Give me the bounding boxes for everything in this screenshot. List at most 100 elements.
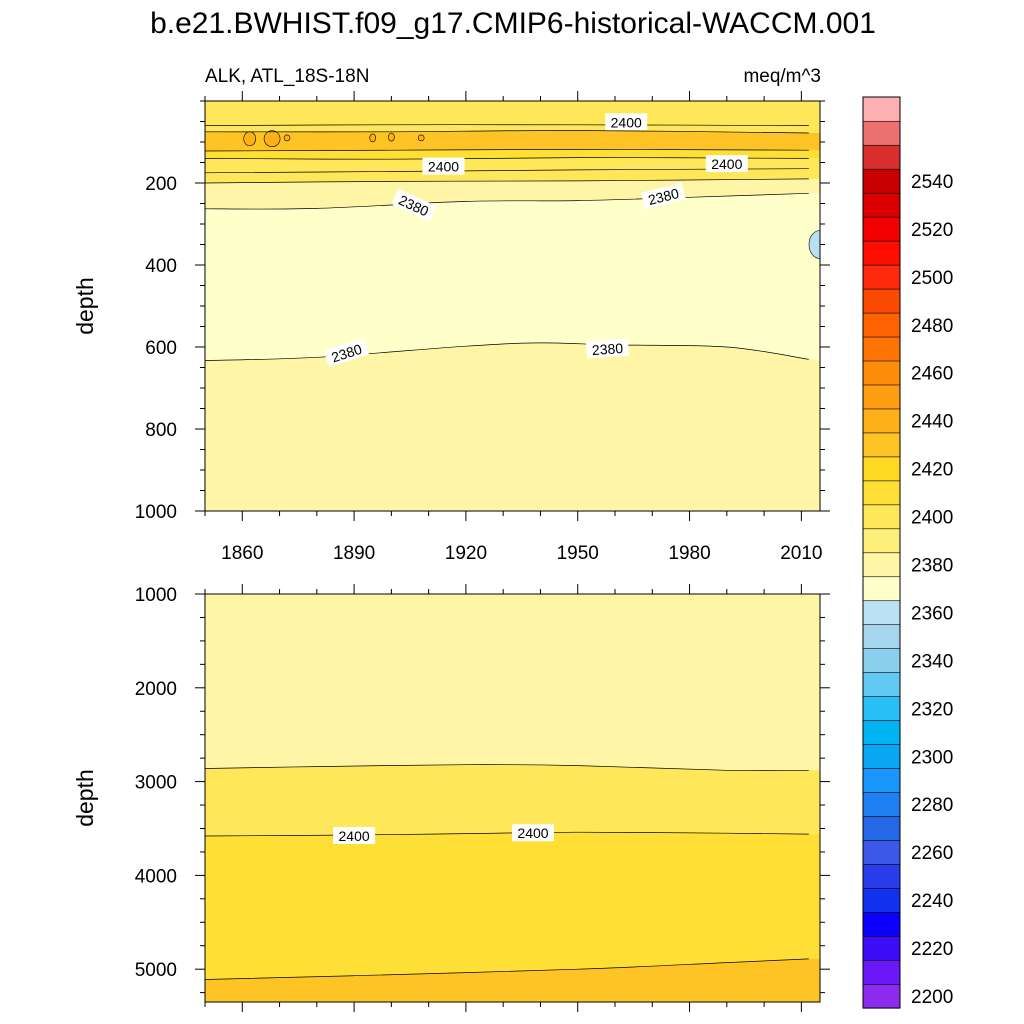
colorbar-swatch xyxy=(862,408,901,434)
colorbar-swatch xyxy=(862,504,901,530)
contour-label-text: 2400 xyxy=(428,159,459,175)
colorbar-label: 2540 xyxy=(911,172,953,193)
colorbar-swatch xyxy=(862,624,901,649)
colorbar-swatch xyxy=(862,696,901,721)
colorbar-label: 2300 xyxy=(911,747,953,768)
colorbar-swatch xyxy=(862,144,901,170)
colorbar-swatch xyxy=(862,648,901,673)
colorbar-swatch xyxy=(862,432,901,458)
contour-line-2410 xyxy=(205,958,809,980)
contour-line-2390 xyxy=(205,764,809,772)
x-tick-label: 1950 xyxy=(557,543,599,564)
high-alkalinity-patch xyxy=(283,134,291,142)
colorbar-swatch xyxy=(862,240,901,266)
colorbar-swatch xyxy=(862,528,901,554)
colorbar-swatch xyxy=(862,720,901,745)
contour-line-2400 xyxy=(205,124,809,126)
contour-label: 2400 xyxy=(333,827,376,844)
colorbar-label: 2380 xyxy=(911,556,953,577)
band-fill xyxy=(205,958,820,1002)
contour-label-bg xyxy=(323,338,370,368)
colorbar-swatch xyxy=(862,96,901,122)
contour-label-text: 2380 xyxy=(591,340,623,358)
contour-label: 2400 xyxy=(512,824,554,842)
y-tick-label: 800 xyxy=(145,420,177,441)
colorbar-swatch xyxy=(862,672,901,697)
colorbar-swatch xyxy=(862,576,901,602)
colorbar-swatch xyxy=(862,959,901,985)
low-alkalinity-patch xyxy=(808,230,820,259)
contour-label-bg xyxy=(422,157,465,175)
colorbar-label: 2360 xyxy=(911,603,953,624)
colorbar-swatch xyxy=(862,264,901,290)
colorbar-label: 2500 xyxy=(911,268,953,289)
x-tick-label: 1980 xyxy=(668,543,710,564)
colorbar-swatch xyxy=(862,384,901,410)
contour-label-bg xyxy=(705,155,748,173)
colorbar-swatch xyxy=(862,288,901,314)
colorbar-swatch xyxy=(862,767,901,793)
y-tick-label: 4000 xyxy=(135,866,177,887)
colorbar-swatch xyxy=(862,839,901,865)
contour-label-text: 2400 xyxy=(517,825,548,841)
colorbar-label: 2340 xyxy=(911,651,953,672)
colorbar-swatch xyxy=(862,600,901,626)
chart-title: b.e21.BWHIST.f09_g17.CMIP6-historical-WA… xyxy=(150,7,876,40)
colorbar-label: 2240 xyxy=(911,891,953,912)
band-fill xyxy=(205,832,820,1002)
contour-line-2410 xyxy=(205,149,809,152)
x-tick-label: 1920 xyxy=(445,543,487,564)
contour-line-2380 xyxy=(205,342,809,361)
y-tick-label: 200 xyxy=(145,174,177,195)
y-tick-label: 400 xyxy=(145,256,177,277)
colorbar-swatch xyxy=(862,935,901,961)
colorbar-swatch xyxy=(862,456,901,482)
colorbar-label: 2420 xyxy=(911,460,953,481)
colorbar-label: 2260 xyxy=(911,843,953,864)
contour-label-bg xyxy=(512,824,554,842)
colorbar-label: 2520 xyxy=(911,220,953,241)
colorbar: 2200 2220 2240 2260 2280 2300 2320 2340 2360 2380… xyxy=(862,96,953,1009)
colorbar-swatch xyxy=(862,552,901,578)
contour-label: 2380 xyxy=(640,182,686,210)
contour-label: 2380 xyxy=(585,338,630,359)
contour-line-2410 xyxy=(205,130,809,134)
units-label: meq/m^3 xyxy=(743,66,821,87)
colorbar-label: 2220 xyxy=(911,939,953,960)
y-tick-label: 3000 xyxy=(135,773,177,794)
y-tick-label: 5000 xyxy=(135,960,177,981)
colorbar-label: 2440 xyxy=(911,412,953,433)
colorbar-frame xyxy=(862,96,901,1009)
x-tick-label: 1860 xyxy=(221,543,263,564)
colorbar-label: 2480 xyxy=(911,316,953,337)
contour-label-text: 2400 xyxy=(711,156,742,172)
contour-label: 2400 xyxy=(605,113,648,131)
colorbar-swatch xyxy=(862,815,901,841)
contour-label-bg xyxy=(605,113,648,131)
contour-label-text: 2400 xyxy=(611,114,642,130)
colorbar-swatch xyxy=(862,791,901,817)
high-alkalinity-patch xyxy=(243,131,257,147)
contour-label-bg xyxy=(333,827,376,844)
colorbar-swatch xyxy=(862,168,901,194)
contour-label-bg xyxy=(640,182,686,210)
colorbar-swatch xyxy=(862,336,901,362)
x-tick-label: 2010 xyxy=(780,543,822,564)
y-tick-label: 600 xyxy=(145,338,177,359)
y-tick-label: 1000 xyxy=(135,502,177,523)
band-fill xyxy=(205,342,820,511)
high-alkalinity-patch xyxy=(263,130,281,148)
high-alkalinity-patch xyxy=(388,132,395,142)
colorbar-label: 2280 xyxy=(911,795,953,816)
colorbar-swatch xyxy=(862,312,901,338)
colorbar-swatch xyxy=(862,983,901,1009)
colorbar-swatch xyxy=(862,743,901,769)
contour-label-bg xyxy=(391,188,437,222)
colorbar-swatch xyxy=(862,911,901,937)
colorbar-swatch xyxy=(862,360,901,386)
left-subtitle: ALK, ATL_18S-18N xyxy=(205,66,369,87)
colorbar-label: 2200 xyxy=(911,987,953,1008)
colorbar-label: 2400 xyxy=(911,508,953,529)
y-tick-label: 1000 xyxy=(135,585,177,606)
